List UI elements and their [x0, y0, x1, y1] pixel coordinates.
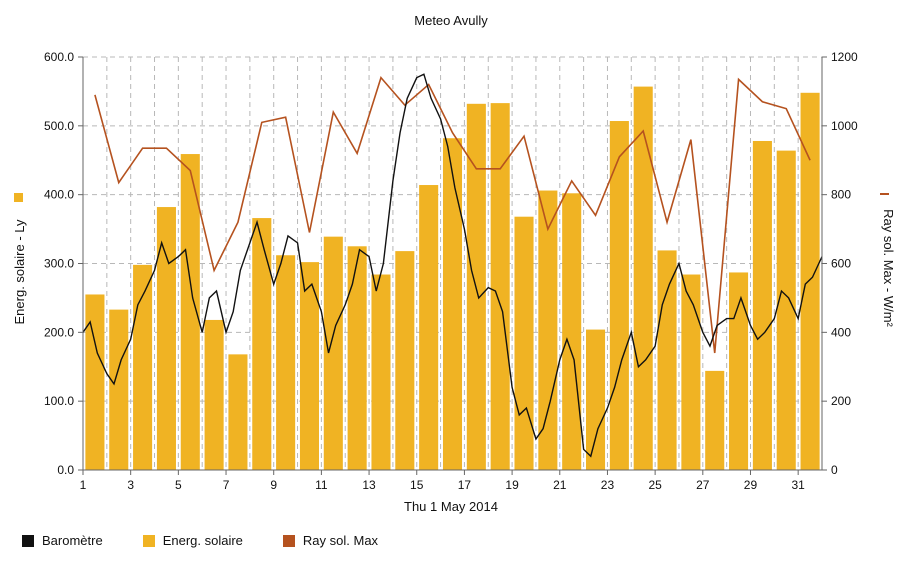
- y-right-tick-label: 600: [831, 257, 851, 271]
- y-right-tick-label: 1000: [831, 119, 858, 133]
- right-axis-color-marker: [880, 193, 889, 195]
- bar-energ-solaire: [395, 251, 415, 470]
- y-right-tick-label: 0: [831, 463, 838, 477]
- x-tick-label: 3: [127, 478, 134, 492]
- bar-energ-solaire: [776, 150, 796, 470]
- bar-energ-solaire: [490, 103, 510, 470]
- y-left-tick-label: 300.0: [44, 257, 74, 271]
- x-tick-label: 19: [505, 478, 519, 492]
- legend-item-barometre: Baromètre: [22, 533, 103, 548]
- bar-energ-solaire: [633, 86, 653, 471]
- x-tick-label: 15: [410, 478, 424, 492]
- x-tick-label: 9: [270, 478, 277, 492]
- left-axis-color-marker: [14, 193, 23, 202]
- x-tick-label: 5: [175, 478, 182, 492]
- y-axis-left-label: Energ. solaire - Ly: [12, 219, 27, 325]
- y-left-tick-label: 400.0: [44, 188, 74, 202]
- bar-energ-solaire: [562, 193, 582, 471]
- bar-energ-solaire: [705, 370, 725, 470]
- line-ray-sol-max: [94, 76, 811, 354]
- x-tick-label: 25: [648, 478, 662, 492]
- bar-energ-solaire: [180, 154, 200, 470]
- grid: [83, 56, 823, 470]
- y-left-tick-label: 0.0: [57, 463, 74, 477]
- legend-swatch-ray-sol-max: [282, 534, 295, 547]
- legend-swatch-barometre: [22, 534, 34, 547]
- y-right-tick-label: 400: [831, 325, 851, 339]
- bar-energ-solaire: [585, 329, 606, 470]
- bar-energ-solaire: [729, 272, 749, 470]
- legend-label-barometre: Baromètre: [42, 533, 103, 548]
- chart-title: Meteo Avully: [414, 13, 488, 28]
- bar-energ-solaire: [299, 262, 320, 470]
- line-barometre: [82, 73, 823, 458]
- bar-energ-solaire: [252, 218, 272, 470]
- y-left-tick-label: 100.0: [44, 394, 74, 408]
- x-tick-label: 27: [696, 478, 710, 492]
- bar-energ-solaire: [228, 354, 248, 470]
- bar-energ-solaire: [133, 264, 153, 470]
- bar-energ-solaire: [204, 319, 224, 470]
- bar-energ-solaire: [800, 92, 820, 470]
- x-tick-label: 31: [791, 478, 805, 492]
- legend-item-ray-sol-max: Ray sol. Max: [282, 533, 379, 548]
- bar-energ-solaire: [657, 250, 677, 470]
- bar-energ-solaire: [538, 190, 558, 470]
- x-tick-label: 17: [458, 478, 472, 492]
- bar-energ-solaire: [419, 185, 439, 470]
- tick-labels: 0.0 100.0 200.0 300.0 400.0 500.0 600.0 0 200 400…: [44, 50, 858, 492]
- x-tick-label: 7: [223, 478, 230, 492]
- bar-energ-solaire: [371, 274, 391, 470]
- bar-energ-solaire: [276, 255, 296, 470]
- bar-energ-solaire: [752, 140, 772, 470]
- x-tick-label: 29: [744, 478, 758, 492]
- x-tick-label: 13: [362, 478, 376, 492]
- legend-item-energ-solaire: Energ. solaire: [142, 533, 243, 548]
- legend-label-energ-solaire: Energ. solaire: [162, 533, 243, 548]
- bar-energ-solaire: [323, 236, 343, 470]
- bar-energ-solaire: [347, 246, 367, 470]
- legend-label-ray-sol-max: Ray sol. Max: [302, 533, 379, 548]
- bar-energ-solaire: [156, 207, 176, 470]
- y-left-tick-label: 200.0: [44, 325, 74, 339]
- x-tick-label: 23: [601, 478, 615, 492]
- x-axis-label: Thu 1 May 2014: [404, 499, 498, 514]
- y-right-tick-label: 1200: [831, 50, 858, 64]
- bar-series-energ-solaire: [85, 86, 820, 471]
- bar-energ-solaire: [609, 121, 629, 470]
- bar-energ-solaire: [681, 274, 701, 470]
- x-tick-label: 21: [553, 478, 567, 492]
- line-series: [82, 73, 823, 458]
- legend-swatch-energ-solaire: [142, 534, 155, 547]
- axes: [78, 56, 827, 475]
- y-axis-right-label: Ray sol. Max - W/m²: [881, 209, 896, 327]
- bar-energ-solaire: [514, 216, 534, 470]
- y-left-tick-label: 500.0: [44, 119, 74, 133]
- legend: Baromètre Energ. solaire Ray sol. Max: [22, 533, 418, 548]
- x-tick-label: 1: [80, 478, 87, 492]
- bar-energ-solaire: [109, 309, 129, 470]
- bar-energ-solaire: [442, 138, 463, 470]
- y-right-tick-label: 800: [831, 188, 851, 202]
- bar-energ-solaire: [85, 294, 105, 470]
- x-tick-label: 11: [315, 478, 328, 492]
- y-left-tick-label: 600.0: [44, 50, 74, 64]
- y-right-tick-label: 200: [831, 394, 851, 408]
